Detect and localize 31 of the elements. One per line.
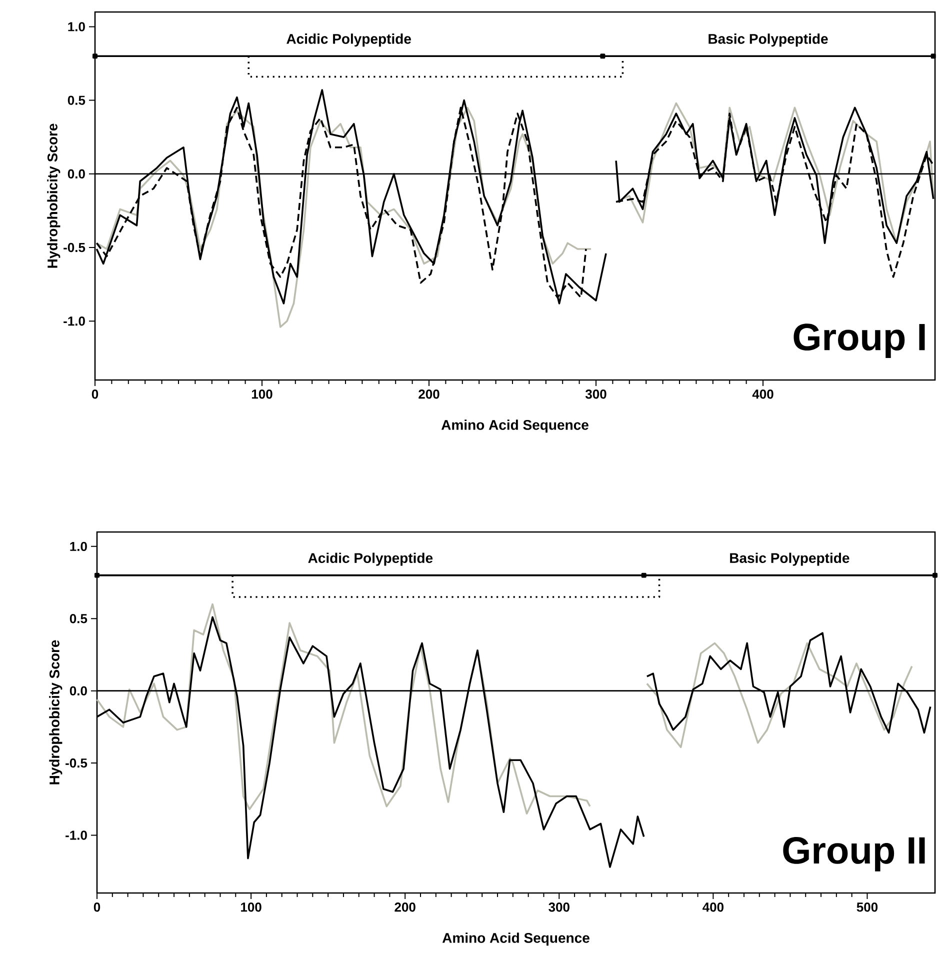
y-tick-label: -0.5 bbox=[64, 242, 86, 252]
annotation: Acidic Polypeptide bbox=[308, 552, 433, 566]
x-tick-label: 100 bbox=[241, 902, 262, 912]
x-tick-label: 200 bbox=[394, 902, 416, 912]
x-tick-label: 100 bbox=[252, 390, 272, 399]
y-axis-title: Hydrophobicity Score bbox=[49, 640, 62, 784]
y-tick-label: -1.0 bbox=[66, 830, 87, 840]
y-tick-label: -1.0 bbox=[64, 316, 85, 326]
annotation: Basic Polypeptide bbox=[708, 34, 828, 47]
x-tick-label: 300 bbox=[548, 902, 570, 912]
annotation: Group II bbox=[783, 836, 925, 872]
x-axis-title: Amino Acid Sequence bbox=[442, 932, 590, 946]
x-tick-label: 0 bbox=[94, 902, 100, 912]
x-tick-label: 400 bbox=[752, 390, 774, 399]
y-tick-label: 0.0 bbox=[68, 169, 85, 179]
y-axis-title: Hydrophobicity Score bbox=[47, 124, 60, 268]
x-tick-label: 0 bbox=[92, 390, 98, 399]
y-tick-label: 0.5 bbox=[70, 614, 88, 624]
x-tick-label: 400 bbox=[702, 902, 724, 912]
y-tick-label: 1.0 bbox=[70, 542, 87, 552]
x-tick-label: 300 bbox=[585, 390, 606, 399]
annotation: Group I bbox=[794, 324, 925, 358]
annotation: Basic Polypeptide bbox=[730, 552, 850, 566]
y-tick-label: 0.5 bbox=[68, 96, 86, 105]
y-tick-label: -0.5 bbox=[66, 758, 88, 768]
x-tick-label: 200 bbox=[418, 390, 440, 399]
y-tick-label: 0.0 bbox=[70, 686, 87, 696]
annotation: Acidic Polypeptide bbox=[286, 34, 411, 47]
x-axis-title: Amino Acid Sequence bbox=[441, 420, 588, 433]
y-tick-label: 1.0 bbox=[68, 22, 85, 32]
x-tick-label: 500 bbox=[856, 902, 878, 912]
